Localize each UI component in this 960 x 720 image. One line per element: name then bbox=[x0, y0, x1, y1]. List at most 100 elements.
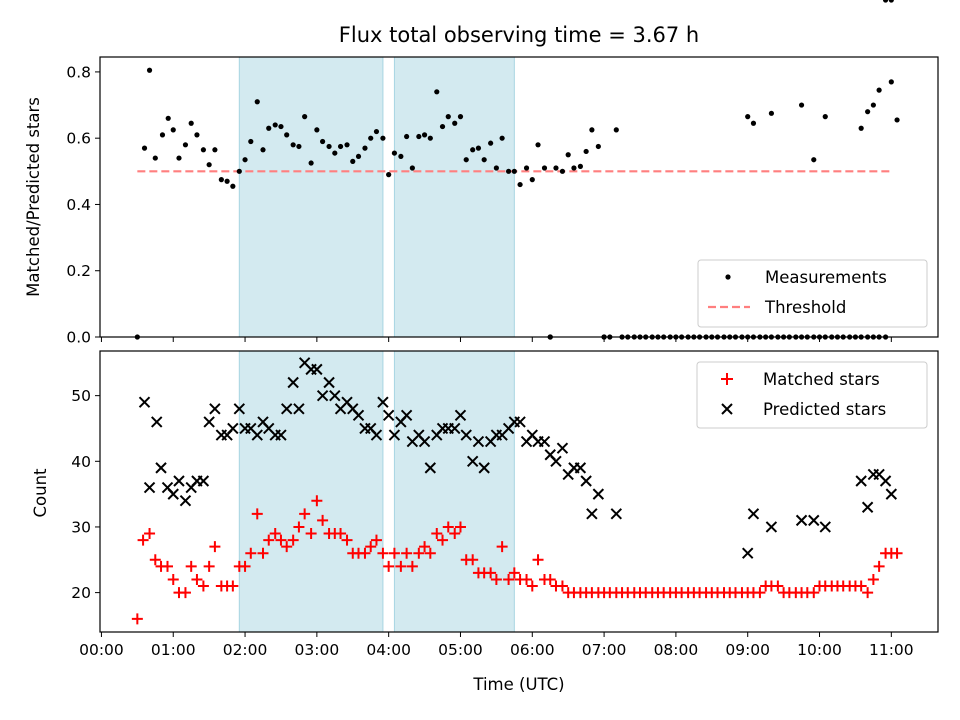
matched-stars-point-71 bbox=[556, 580, 568, 592]
measurements-point-137 bbox=[865, 109, 871, 115]
predicted-stars-point-85 bbox=[861, 501, 874, 513]
bottom-y-tick-label-1: 30 bbox=[71, 518, 91, 536]
measurements-point-130 bbox=[745, 114, 751, 120]
measurements-point-8 bbox=[182, 142, 189, 148]
measurements-point-19 bbox=[248, 138, 254, 145]
measurements-point-18 bbox=[242, 157, 248, 163]
top-axes-frame bbox=[99, 56, 939, 338]
predicted-stars-point-30 bbox=[316, 389, 329, 402]
measurements-point-37 bbox=[355, 153, 362, 160]
bottom-axes-frame bbox=[99, 350, 939, 633]
matched-stars-point-69 bbox=[544, 573, 556, 585]
predicted-stars-point-80 bbox=[765, 521, 778, 533]
predicted-stars-point-11 bbox=[203, 416, 215, 428]
measurements-point-36 bbox=[350, 158, 356, 164]
matched-stars-point-26 bbox=[287, 534, 299, 546]
matched-stars-point-16 bbox=[227, 580, 239, 592]
measurements-point-41 bbox=[380, 135, 386, 141]
top-y-axis-label: Matched/Predicted stars bbox=[24, 97, 43, 297]
matched-stars-point-19 bbox=[245, 547, 257, 559]
matched-stars-point-48 bbox=[419, 541, 431, 553]
measurements-point-79 bbox=[613, 127, 619, 133]
measurements-point-47 bbox=[416, 133, 422, 140]
matched-stars-point-124 bbox=[873, 560, 885, 572]
measurements-point-42 bbox=[386, 172, 392, 178]
predicted-stars-point-76 bbox=[592, 488, 605, 500]
measurements-point-139 bbox=[876, 87, 882, 93]
x-tick-label-4: 04:00 bbox=[366, 641, 411, 659]
matched-stars-point-12 bbox=[203, 560, 215, 572]
top-data-marks bbox=[134, 0, 900, 340]
matched-stars-point-53 bbox=[449, 528, 461, 540]
measurements-point-39 bbox=[368, 135, 374, 141]
top-legend-box bbox=[697, 259, 928, 328]
predicted-stars-point-63 bbox=[514, 416, 526, 428]
bottom-ticks: 00:00 01:00 02:00 03:00 04:00 05:00 06:00 07:00… bbox=[71, 387, 913, 659]
matched-stars-point-27 bbox=[293, 521, 305, 533]
predicted-stars-point-39 bbox=[370, 429, 383, 441]
matched-stars-point-40 bbox=[370, 534, 382, 546]
measurements-point-17 bbox=[236, 168, 242, 174]
measurements-point-134 bbox=[811, 157, 817, 163]
measurements-point-64 bbox=[517, 181, 523, 188]
measurements-point-21 bbox=[260, 147, 266, 153]
legend-matched-label: Matched stars bbox=[763, 370, 880, 389]
matched-stars-point-67 bbox=[532, 554, 544, 566]
measurements-point-131 bbox=[750, 120, 757, 126]
matched-stars-point-9 bbox=[185, 560, 197, 572]
predicted-stars-point-1 bbox=[143, 481, 156, 494]
measurements-point-72 bbox=[565, 152, 571, 158]
measurements-point-38 bbox=[362, 145, 368, 151]
matched-stars-point-1 bbox=[137, 534, 149, 546]
matched-stars-point-30 bbox=[311, 495, 323, 507]
predicted-stars-point-81 bbox=[795, 514, 808, 527]
measurements-point-40 bbox=[373, 128, 380, 135]
predicted-stars-point-6 bbox=[173, 475, 185, 487]
bottom-legend-box bbox=[696, 361, 928, 429]
predicted-stars-point-88 bbox=[879, 475, 892, 487]
matched-stars-point-52 bbox=[442, 521, 454, 533]
measurements-point-25 bbox=[284, 132, 290, 138]
legend-predicted-label: Predicted stars bbox=[763, 400, 886, 419]
matched-stars-point-123 bbox=[867, 573, 879, 585]
measurements-point-141 bbox=[888, 0, 894, 3]
matched-stars-point-63 bbox=[508, 567, 520, 579]
measurements-point-135 bbox=[822, 114, 828, 120]
measurements-point-73 bbox=[571, 165, 577, 171]
predicted-stars-point-47 bbox=[418, 435, 431, 448]
measurements-point-5 bbox=[165, 115, 171, 121]
measurements-point-133 bbox=[798, 102, 805, 108]
measurements-point-65 bbox=[523, 165, 530, 171]
measurements-point-32 bbox=[326, 143, 332, 150]
bottom-y-tick-label-0: 20 bbox=[71, 584, 91, 602]
matched-stars-point-2 bbox=[144, 528, 156, 540]
matched-stars-point-24 bbox=[275, 534, 287, 546]
matched-stars-point-49 bbox=[424, 547, 436, 559]
matched-stars-point-11 bbox=[197, 580, 209, 592]
measurements-point-12 bbox=[206, 162, 212, 168]
x-tick-label-10: 10:00 bbox=[797, 641, 842, 659]
matched-stars-point-6 bbox=[167, 573, 179, 585]
measurements-point-35 bbox=[344, 142, 350, 148]
matched-stars-point-122 bbox=[862, 587, 874, 599]
matched-stars-point-21 bbox=[257, 547, 269, 559]
matched-stars-point-34 bbox=[335, 528, 347, 540]
matched-stars-point-25 bbox=[281, 541, 293, 553]
measurements-point-132 bbox=[768, 110, 775, 116]
predicted-stars-point-15 bbox=[227, 422, 239, 435]
predicted-stars-point-16 bbox=[233, 403, 246, 415]
measurements-point-48 bbox=[421, 132, 428, 138]
predicted-stars-point-32 bbox=[329, 389, 341, 402]
matched-stars-point-31 bbox=[317, 514, 329, 526]
matched-stars-point-47 bbox=[413, 547, 425, 559]
measurements-point-30 bbox=[314, 127, 320, 133]
x-axis-label: Time (UTC) bbox=[472, 675, 564, 694]
matched-stars-point-44 bbox=[395, 560, 407, 572]
measurements-point-55 bbox=[463, 157, 469, 163]
top-y-tick-label-1: 0.2 bbox=[66, 262, 91, 280]
matched-stars-point-127 bbox=[891, 547, 903, 559]
predicted-stars-point-26 bbox=[293, 403, 305, 415]
matched-stars-point-113 bbox=[808, 587, 820, 599]
matched-stars-point-121 bbox=[855, 580, 867, 592]
top-panel: 0.00.20.40.60.8 Matched/Predicted stars … bbox=[24, 0, 939, 347]
